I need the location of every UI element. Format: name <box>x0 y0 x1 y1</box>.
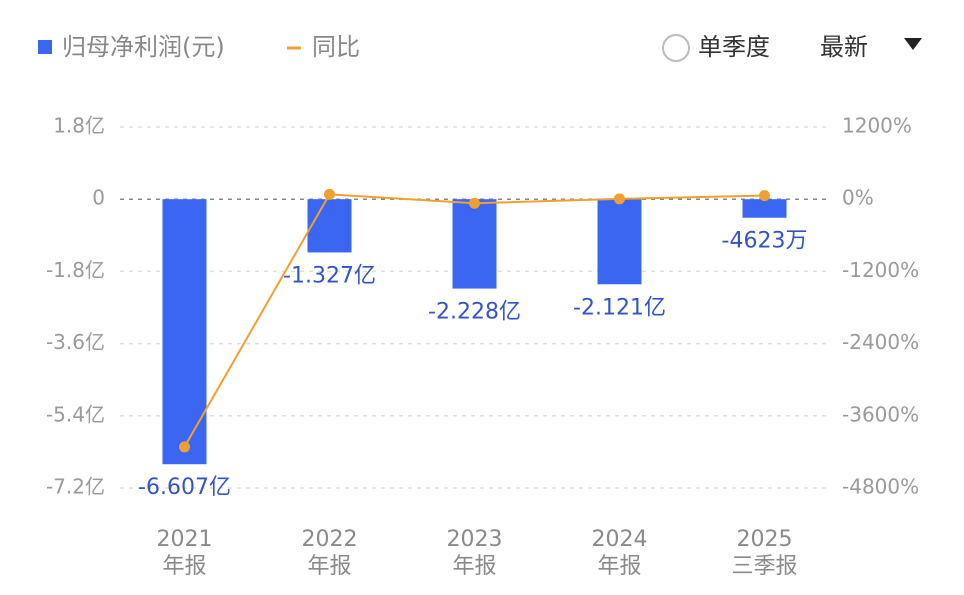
dropdown-arrow[interactable] <box>904 38 922 50</box>
toggle-label[interactable]: 单季度 <box>698 33 770 61</box>
x-tick-label: 2024 <box>592 527 648 552</box>
value-label: -6.607亿 <box>138 475 231 500</box>
line-point <box>759 190 770 202</box>
x-tick-label: 年报 <box>597 554 641 579</box>
bar <box>597 199 642 285</box>
value-label: -2.121亿 <box>573 295 666 320</box>
bar <box>162 199 207 465</box>
x-tick-label: 2023 <box>447 527 503 552</box>
y2-tick-label: -2400% <box>842 330 919 354</box>
line-point <box>324 188 335 200</box>
bar <box>452 199 497 289</box>
x-tick-label: 2021 <box>157 527 213 552</box>
y-tick-label: 1.8亿 <box>53 114 105 138</box>
y2-tick-label: 1200% <box>842 114 912 138</box>
x-tick-label: 三季报 <box>731 554 797 579</box>
line-point <box>179 441 190 453</box>
x-tick-label: 年报 <box>452 554 496 579</box>
y-tick-label: 0 <box>92 186 105 210</box>
value-label: -1.327亿 <box>283 263 376 288</box>
line-point <box>469 197 480 209</box>
y2-tick-label: -3600% <box>842 402 919 426</box>
y2-tick-label: 0% <box>842 186 874 210</box>
legend-label: 同比 <box>312 33 360 61</box>
y-tick-label: -1.8亿 <box>46 258 105 282</box>
dropdown-label[interactable]: 最新 <box>820 33 868 61</box>
y-tick-label: -5.4亿 <box>46 402 105 426</box>
value-label: -4623万 <box>722 229 808 254</box>
radio[interactable] <box>662 34 690 62</box>
y2-tick-label: -1200% <box>842 258 919 282</box>
x-tick-label: 年报 <box>307 554 351 579</box>
x-tick-label: 2022 <box>302 527 358 552</box>
legend-label: 归母净利润(元) <box>62 33 225 61</box>
bar <box>307 199 352 253</box>
value-label: -2.228亿 <box>428 300 521 325</box>
x-tick-label: 2025 <box>737 527 793 552</box>
legend-swatch-bar <box>38 40 52 54</box>
y2-tick-label: -4800% <box>842 475 919 499</box>
line-point <box>614 193 625 205</box>
bar <box>742 199 787 218</box>
y-tick-label: -3.6亿 <box>46 330 105 354</box>
x-tick-label: 年报 <box>162 554 206 579</box>
y-tick-label: -7.2亿 <box>46 475 105 499</box>
